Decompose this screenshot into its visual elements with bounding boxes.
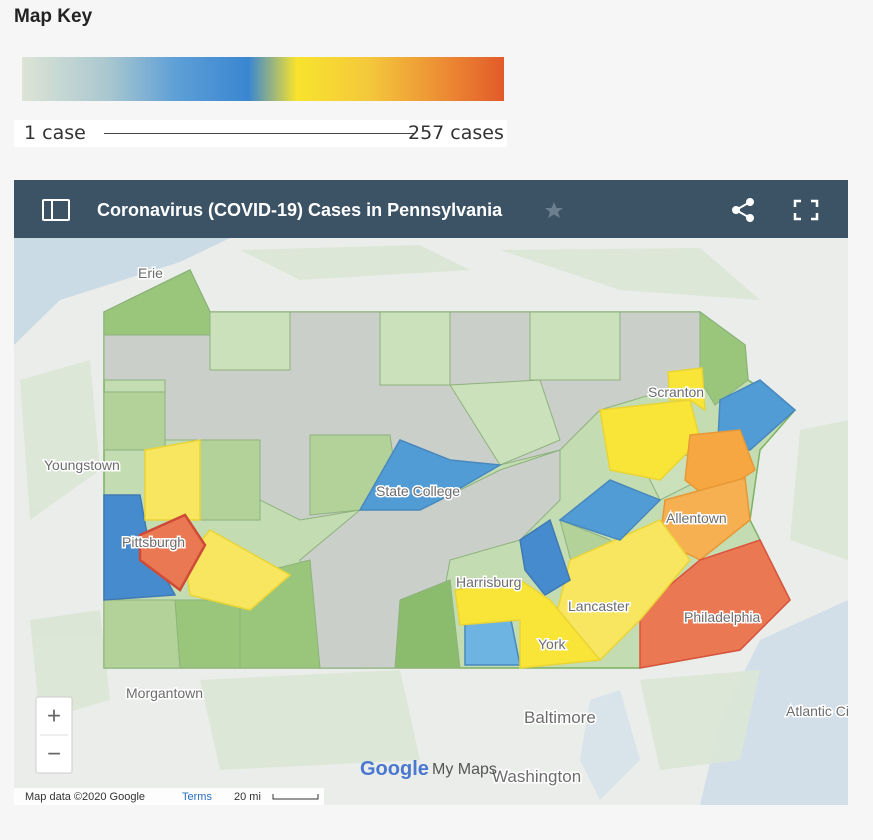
map-header bbox=[14, 180, 848, 238]
color-scale bbox=[22, 57, 504, 101]
zoom-out[interactable]: − bbox=[47, 740, 61, 767]
place-label: State College bbox=[376, 483, 460, 499]
star-icon[interactable] bbox=[545, 202, 563, 218]
scale-labels: 1 case 257 cases bbox=[14, 120, 507, 147]
attribution: Map data ©2020 Google bbox=[25, 791, 145, 803]
map-title: Coronavirus (COVID-19) Cases in Pennsylv… bbox=[97, 200, 503, 220]
zoom-in[interactable]: + bbox=[47, 702, 61, 729]
place-label: Atlantic City bbox=[786, 703, 860, 719]
share-icon[interactable] bbox=[732, 198, 754, 222]
chesapeake bbox=[580, 690, 640, 800]
place-label: Allentown bbox=[666, 510, 727, 526]
place-label: Harrisburg bbox=[456, 574, 521, 590]
place-label: Lancaster bbox=[568, 598, 630, 614]
place-label: Philadelphia bbox=[684, 609, 760, 625]
my-maps-logo: My Maps bbox=[432, 761, 497, 778]
counties bbox=[103, 269, 749, 669]
terms-link[interactable]: Terms bbox=[182, 791, 212, 803]
place-label: York bbox=[538, 636, 567, 652]
google-logo: Google bbox=[360, 758, 429, 780]
place-label: Pittsburgh bbox=[122, 534, 185, 550]
place-label: Morgantown bbox=[126, 685, 203, 701]
case-regions bbox=[103, 367, 797, 669]
place-label: Washington bbox=[492, 767, 581, 786]
attribution-bar bbox=[14, 788, 324, 805]
sidebar-icon[interactable] bbox=[42, 199, 70, 221]
map-wash bbox=[14, 238, 848, 805]
scale-text: 20 mi bbox=[234, 791, 261, 803]
fullscreen-icon[interactable] bbox=[793, 199, 819, 221]
map-canvas[interactable]: Erie Youngstown Pittsburgh State College Scr… bbox=[14, 238, 860, 805]
place-label: Scranton bbox=[648, 384, 704, 400]
scale-bar bbox=[272, 794, 319, 800]
scale-line bbox=[104, 133, 414, 134]
place-label: Erie bbox=[138, 265, 163, 281]
min-label: 1 case bbox=[24, 122, 86, 144]
map-key-title: Map Key bbox=[14, 6, 93, 27]
place-label: Youngstown bbox=[44, 457, 120, 473]
zoom-control: + − bbox=[35, 696, 73, 774]
place-labels: Erie Youngstown Pittsburgh State College Scr… bbox=[43, 264, 860, 788]
lake-erie bbox=[14, 238, 230, 345]
place-label: Baltimore bbox=[524, 708, 596, 727]
max-label: 257 cases bbox=[408, 122, 504, 144]
terrain bbox=[20, 245, 848, 770]
